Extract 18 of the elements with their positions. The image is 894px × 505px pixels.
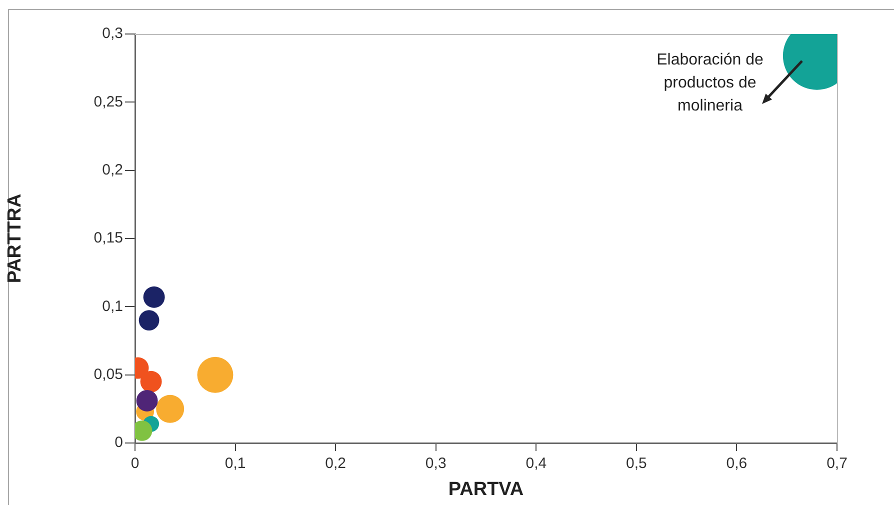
y-tick-label: 0,05 [94, 366, 123, 383]
x-tick-label: 0 [130, 455, 140, 472]
x-axis-title: PARTVA [448, 478, 524, 500]
x-tick-label: 0,6 [726, 455, 748, 472]
x-tick-label: 0,4 [526, 455, 547, 472]
y-tick-label: 0,15 [94, 230, 123, 247]
y-axis-title: PARTTRA [4, 194, 26, 284]
y-tick-label: 0,1 [102, 298, 123, 315]
y-tick-label: 0,3 [102, 25, 123, 42]
x-tick-label: 0,5 [626, 455, 647, 472]
x-tick-label: 0,7 [826, 455, 848, 472]
x-tick-label: 0,3 [425, 455, 446, 472]
annotation: Elaboración de productos de molineria [656, 51, 764, 114]
x-tick-label: 0,1 [224, 455, 246, 472]
y-tick-label: 0,2 [102, 161, 123, 178]
y-tick-label: 0 [114, 434, 123, 452]
x-tick-label: 0,2 [325, 455, 346, 472]
y-tick-label: 0,25 [94, 93, 123, 110]
